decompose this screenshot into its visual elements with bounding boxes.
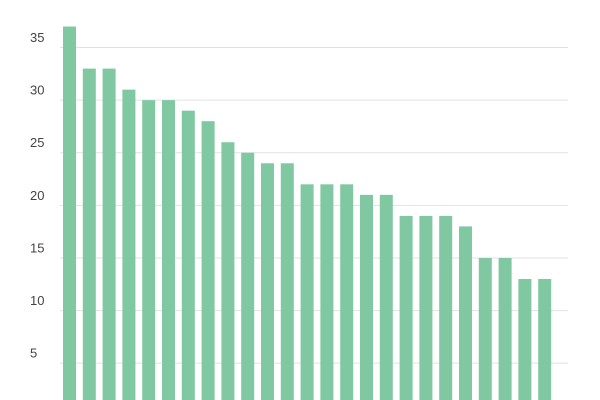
bar <box>399 215 413 400</box>
bar <box>360 194 373 400</box>
bar <box>340 184 354 400</box>
y-tick-label: 30 <box>30 83 44 98</box>
bar <box>261 163 274 400</box>
y-tick-label: 15 <box>30 240 44 255</box>
bar <box>459 226 472 400</box>
bar <box>518 279 532 400</box>
bar <box>201 121 215 400</box>
bar <box>538 279 552 400</box>
bar <box>478 257 492 400</box>
bar <box>419 215 433 400</box>
y-tick-label: 20 <box>30 188 44 203</box>
bar <box>439 215 453 400</box>
bar <box>379 194 393 400</box>
y-tick-label: 35 <box>30 30 44 45</box>
bar <box>320 184 334 400</box>
y-tick-label: 10 <box>30 293 44 308</box>
bar <box>241 152 255 400</box>
bar <box>221 142 235 400</box>
bar <box>142 100 156 400</box>
y-tick-label: 5 <box>30 346 37 361</box>
bar <box>498 257 512 400</box>
bar <box>63 26 76 400</box>
bar <box>82 68 96 400</box>
bar <box>181 110 195 400</box>
bar <box>300 184 314 400</box>
bar <box>280 163 294 400</box>
y-tick-label: 25 <box>30 135 44 150</box>
bar <box>102 68 116 400</box>
bar <box>122 89 136 400</box>
bar <box>162 100 175 400</box>
